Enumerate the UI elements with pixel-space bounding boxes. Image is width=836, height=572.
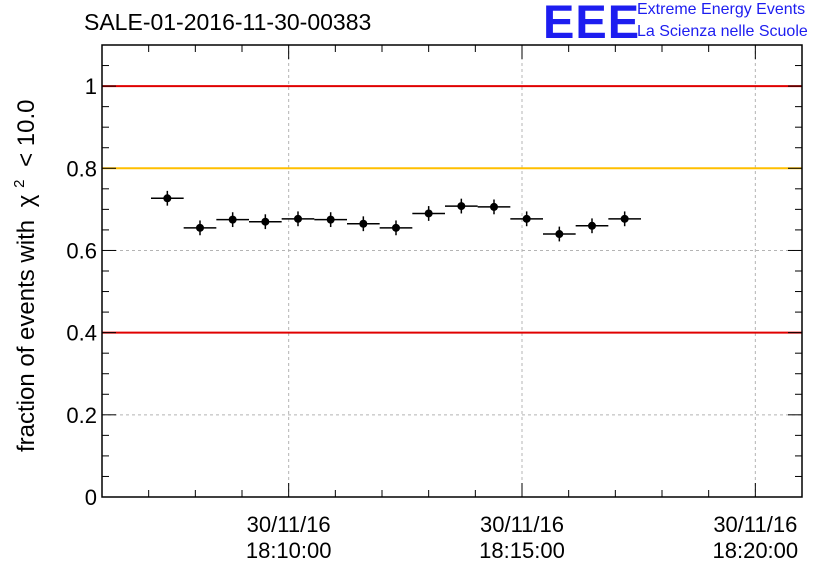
- data-point-marker: [196, 223, 204, 232]
- data-point: [249, 214, 282, 230]
- y-axis-label: fraction of events with χ 2 < 10.0: [3, 100, 40, 453]
- data-point: [477, 199, 511, 215]
- axis-ticks: [101, 44, 803, 498]
- data-point-marker: [620, 214, 629, 223]
- y-axis-label-suffix: < 10.0: [13, 100, 40, 167]
- data-point: [314, 212, 347, 228]
- data-point-marker: [261, 217, 270, 226]
- data-point: [608, 211, 641, 227]
- data-point-marker: [522, 214, 531, 223]
- x-tick-label-date: 30/11/16: [713, 512, 797, 537]
- x-tick-label-time: 18:20:00: [713, 538, 799, 563]
- tick-labels: 00.20.40.60.8130/11/1618:10:0030/11/1618…: [66, 74, 798, 563]
- data-point-marker: [555, 230, 564, 239]
- data-point-marker: [359, 219, 368, 228]
- data-point: [183, 220, 217, 236]
- y-tick-label: 1: [85, 74, 97, 99]
- grid-lines: [102, 45, 802, 497]
- logo-mark: EEE: [543, 0, 641, 48]
- data-point: [216, 212, 249, 228]
- x-tick-label-time: 18:10:00: [246, 538, 332, 563]
- data-point: [445, 198, 478, 214]
- x-tick-label-date: 30/11/16: [247, 512, 331, 537]
- data-point-marker: [588, 221, 596, 230]
- x-tick-label-time: 18:15:00: [479, 538, 565, 563]
- y-tick-label: 0.6: [66, 238, 97, 263]
- y-tick-label: 0.4: [66, 321, 97, 346]
- data-point: [281, 211, 315, 227]
- axes-frame: [101, 44, 803, 498]
- x-tick-label-date: 30/11/16: [480, 512, 564, 537]
- y-axis-label-symbol: χ: [13, 194, 40, 207]
- y-axis-label-exponent: 2: [11, 180, 28, 188]
- data-point-marker: [457, 202, 466, 211]
- plot-frame: [101, 44, 803, 498]
- data-point-marker: [490, 202, 498, 211]
- chart-title: SALE-01-2016-11-30-00383: [84, 9, 372, 35]
- data-point: [543, 226, 576, 242]
- y-axis-label-prefix: fraction of events with: [13, 220, 40, 452]
- eee-logo: EEE Extreme Energy Events La Scienza nel…: [543, 0, 833, 48]
- data-point: [510, 211, 543, 227]
- data-point: [575, 218, 609, 234]
- data-point: [412, 206, 445, 221]
- y-tick-label: 0: [85, 485, 97, 510]
- logo-text-line2: La Scienza nelle Scuole: [637, 23, 808, 40]
- data-point: [347, 216, 380, 232]
- logo-text-line1: Extreme Energy Events: [637, 1, 806, 18]
- data-point: [151, 190, 184, 206]
- data-point-marker: [326, 215, 335, 224]
- data-point-marker: [392, 223, 400, 232]
- data-point-marker: [163, 194, 172, 203]
- data-points: [151, 190, 641, 242]
- data-point-marker: [228, 215, 237, 224]
- reference-lines: [102, 85, 802, 334]
- data-point: [379, 220, 413, 236]
- y-tick-label: 0.8: [66, 156, 97, 181]
- data-point-marker: [424, 209, 433, 218]
- y-tick-label: 0.2: [66, 403, 97, 428]
- data-point-marker: [294, 214, 302, 223]
